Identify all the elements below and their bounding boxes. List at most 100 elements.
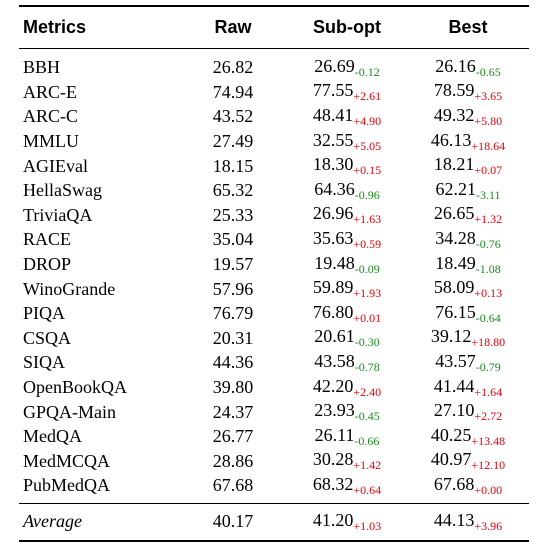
best-cell: 41.44+1.64 [407,375,529,400]
best-value: 26.65 [433,203,475,224]
subopt-cell: 43.58-0.78 [287,350,407,375]
raw-value: 67.68 [212,475,254,496]
subopt-delta: -0.96 [354,187,380,202]
subopt-cell: 19.48-0.09 [287,252,407,277]
metric-name: AGIEval [23,155,88,176]
raw-value: 24.37 [212,401,254,422]
subopt-cell: 59.89+1.93 [287,276,407,301]
best-value: 18.49 [435,252,476,273]
subopt-cell: 77.55+2.61 [287,80,407,105]
table-row: DROP 19.57 19.48-0.09 18.49-1.08 [19,252,529,277]
subopt-value: 30.28 [312,449,354,470]
metric-name: HellaSwag [23,180,102,201]
best-cell: 26.16-0.65 [407,49,529,80]
table-row: HellaSwag 65.32 64.36-0.96 62.21-3.11 [19,178,529,203]
raw-value: 74.94 [212,81,254,102]
subopt-cell: 32.55+5.05 [287,129,407,154]
average-best-value: 44.13 [433,509,475,530]
average-best: 44.13+3.96 [407,503,529,541]
average-label: Average [23,511,82,532]
table-row: ARC-C 43.52 48.41+4.90 49.32+5.80 [19,104,529,129]
best-delta: +13.48 [471,433,506,448]
subopt-cell: 18.30+0.15 [287,153,407,178]
table-row: MedQA 26.77 26.11-0.66 40.25+13.48 [19,424,529,449]
best-value: 46.13 [430,129,472,150]
subopt-cell: 64.36-0.96 [287,178,407,203]
subopt-delta: -0.66 [354,433,380,448]
table-row: MMLU 27.49 32.55+5.05 46.13+18.64 [19,129,529,154]
best-cell: 40.97+12.10 [407,449,529,474]
raw-value: 26.82 [212,57,254,78]
metric-name: PIQA [23,303,66,324]
subopt-delta: +5.05 [353,138,382,153]
subopt-delta: +0.64 [353,482,382,497]
metric-name: MedQA [23,426,82,447]
best-cell: 46.13+18.64 [407,129,529,154]
best-cell: 26.65+1.32 [407,203,529,228]
subopt-cell: 42.20+2.40 [287,375,407,400]
metric-name: SIQA [23,352,66,373]
table-header: Metrics Raw Sub-opt Best [19,6,529,49]
metric-name: WinoGrande [23,278,116,299]
metric-name: MMLU [23,131,80,152]
average-subopt-value: 41.20 [312,509,354,530]
raw-value: 65.32 [212,180,254,201]
subopt-delta: +0.15 [353,163,382,178]
subopt-value: 64.36 [314,178,355,199]
metric-name: OpenBookQA [23,377,127,398]
subopt-delta: -0.45 [354,409,380,424]
subopt-delta: +4.90 [353,113,382,128]
subopt-cell: 76.80+0.01 [287,301,407,326]
metric-name: MedMCQA [23,450,111,471]
best-value: 58.09 [433,277,475,298]
metric-name: TriviaQA [23,204,93,225]
best-delta: +18.64 [471,138,506,153]
best-delta: -0.76 [475,236,501,251]
subopt-value: 18.30 [312,154,354,175]
metric-name: CSQA [23,327,72,348]
raw-value: 27.49 [212,131,254,152]
subopt-cell: 26.96+1.63 [287,203,407,228]
best-value: 43.57 [435,350,476,371]
subopt-cell: 48.41+4.90 [287,104,407,129]
best-cell: 78.59+3.65 [407,80,529,105]
raw-value: 39.80 [212,377,254,398]
best-cell: 34.28-0.76 [407,227,529,252]
subopt-value: 68.32 [312,473,354,494]
metric-name: RACE [23,229,72,250]
best-cell: 43.57-0.79 [407,350,529,375]
metric-name: BBH [23,57,61,78]
table-footer: Average 40.17 41.20+1.03 44.13+3.96 [19,503,529,541]
metric-name: DROP [23,254,72,275]
subopt-cell: 26.11-0.66 [287,424,407,449]
header-best: Best [448,17,488,37]
subopt-delta: +1.42 [353,458,382,473]
subopt-delta: -0.09 [354,261,380,276]
best-delta: +0.00 [474,482,503,497]
table-row: MedMCQA 28.86 30.28+1.42 40.97+12.10 [19,449,529,474]
raw-value: 26.77 [212,426,254,447]
metric-name: ARC-C [23,106,79,127]
subopt-delta: -0.30 [354,335,380,350]
best-cell: 40.25+13.48 [407,424,529,449]
best-value: 18.21 [433,154,475,175]
subopt-delta: +1.93 [353,286,382,301]
best-value: 26.16 [435,55,476,76]
subopt-delta: +0.01 [353,310,382,325]
raw-value: 76.79 [212,303,254,324]
subopt-value: 76.80 [312,301,354,322]
best-cell: 18.21+0.07 [407,153,529,178]
average-best-delta: +3.96 [474,518,503,533]
average-row: Average 40.17 41.20+1.03 44.13+3.96 [19,503,529,541]
raw-value: 57.96 [212,278,254,299]
best-cell: 18.49-1.08 [407,252,529,277]
best-delta: +5.80 [474,113,503,128]
best-cell: 27.10+2.72 [407,399,529,424]
subopt-delta: +2.40 [353,384,382,399]
subopt-cell: 68.32+0.64 [287,473,407,503]
best-value: 62.21 [435,178,476,199]
average-raw: 40.17 [212,511,254,532]
raw-value: 43.52 [212,106,254,127]
table-row: AGIEval 18.15 18.30+0.15 18.21+0.07 [19,153,529,178]
best-cell: 76.15-0.64 [407,301,529,326]
